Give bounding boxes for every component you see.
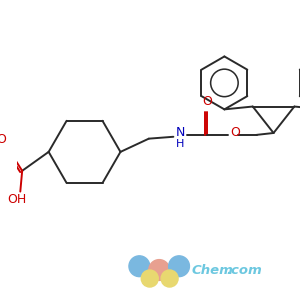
Text: N: N: [176, 127, 186, 140]
Circle shape: [169, 256, 189, 277]
Text: Chem: Chem: [191, 263, 233, 277]
Circle shape: [149, 260, 170, 280]
Circle shape: [161, 270, 178, 287]
Text: O: O: [0, 133, 6, 146]
Circle shape: [141, 270, 158, 287]
Text: OH: OH: [7, 194, 26, 206]
Text: .com: .com: [226, 263, 262, 277]
Text: O: O: [202, 95, 212, 108]
Text: H: H: [176, 139, 184, 149]
Circle shape: [129, 256, 150, 277]
Text: O: O: [230, 127, 240, 140]
